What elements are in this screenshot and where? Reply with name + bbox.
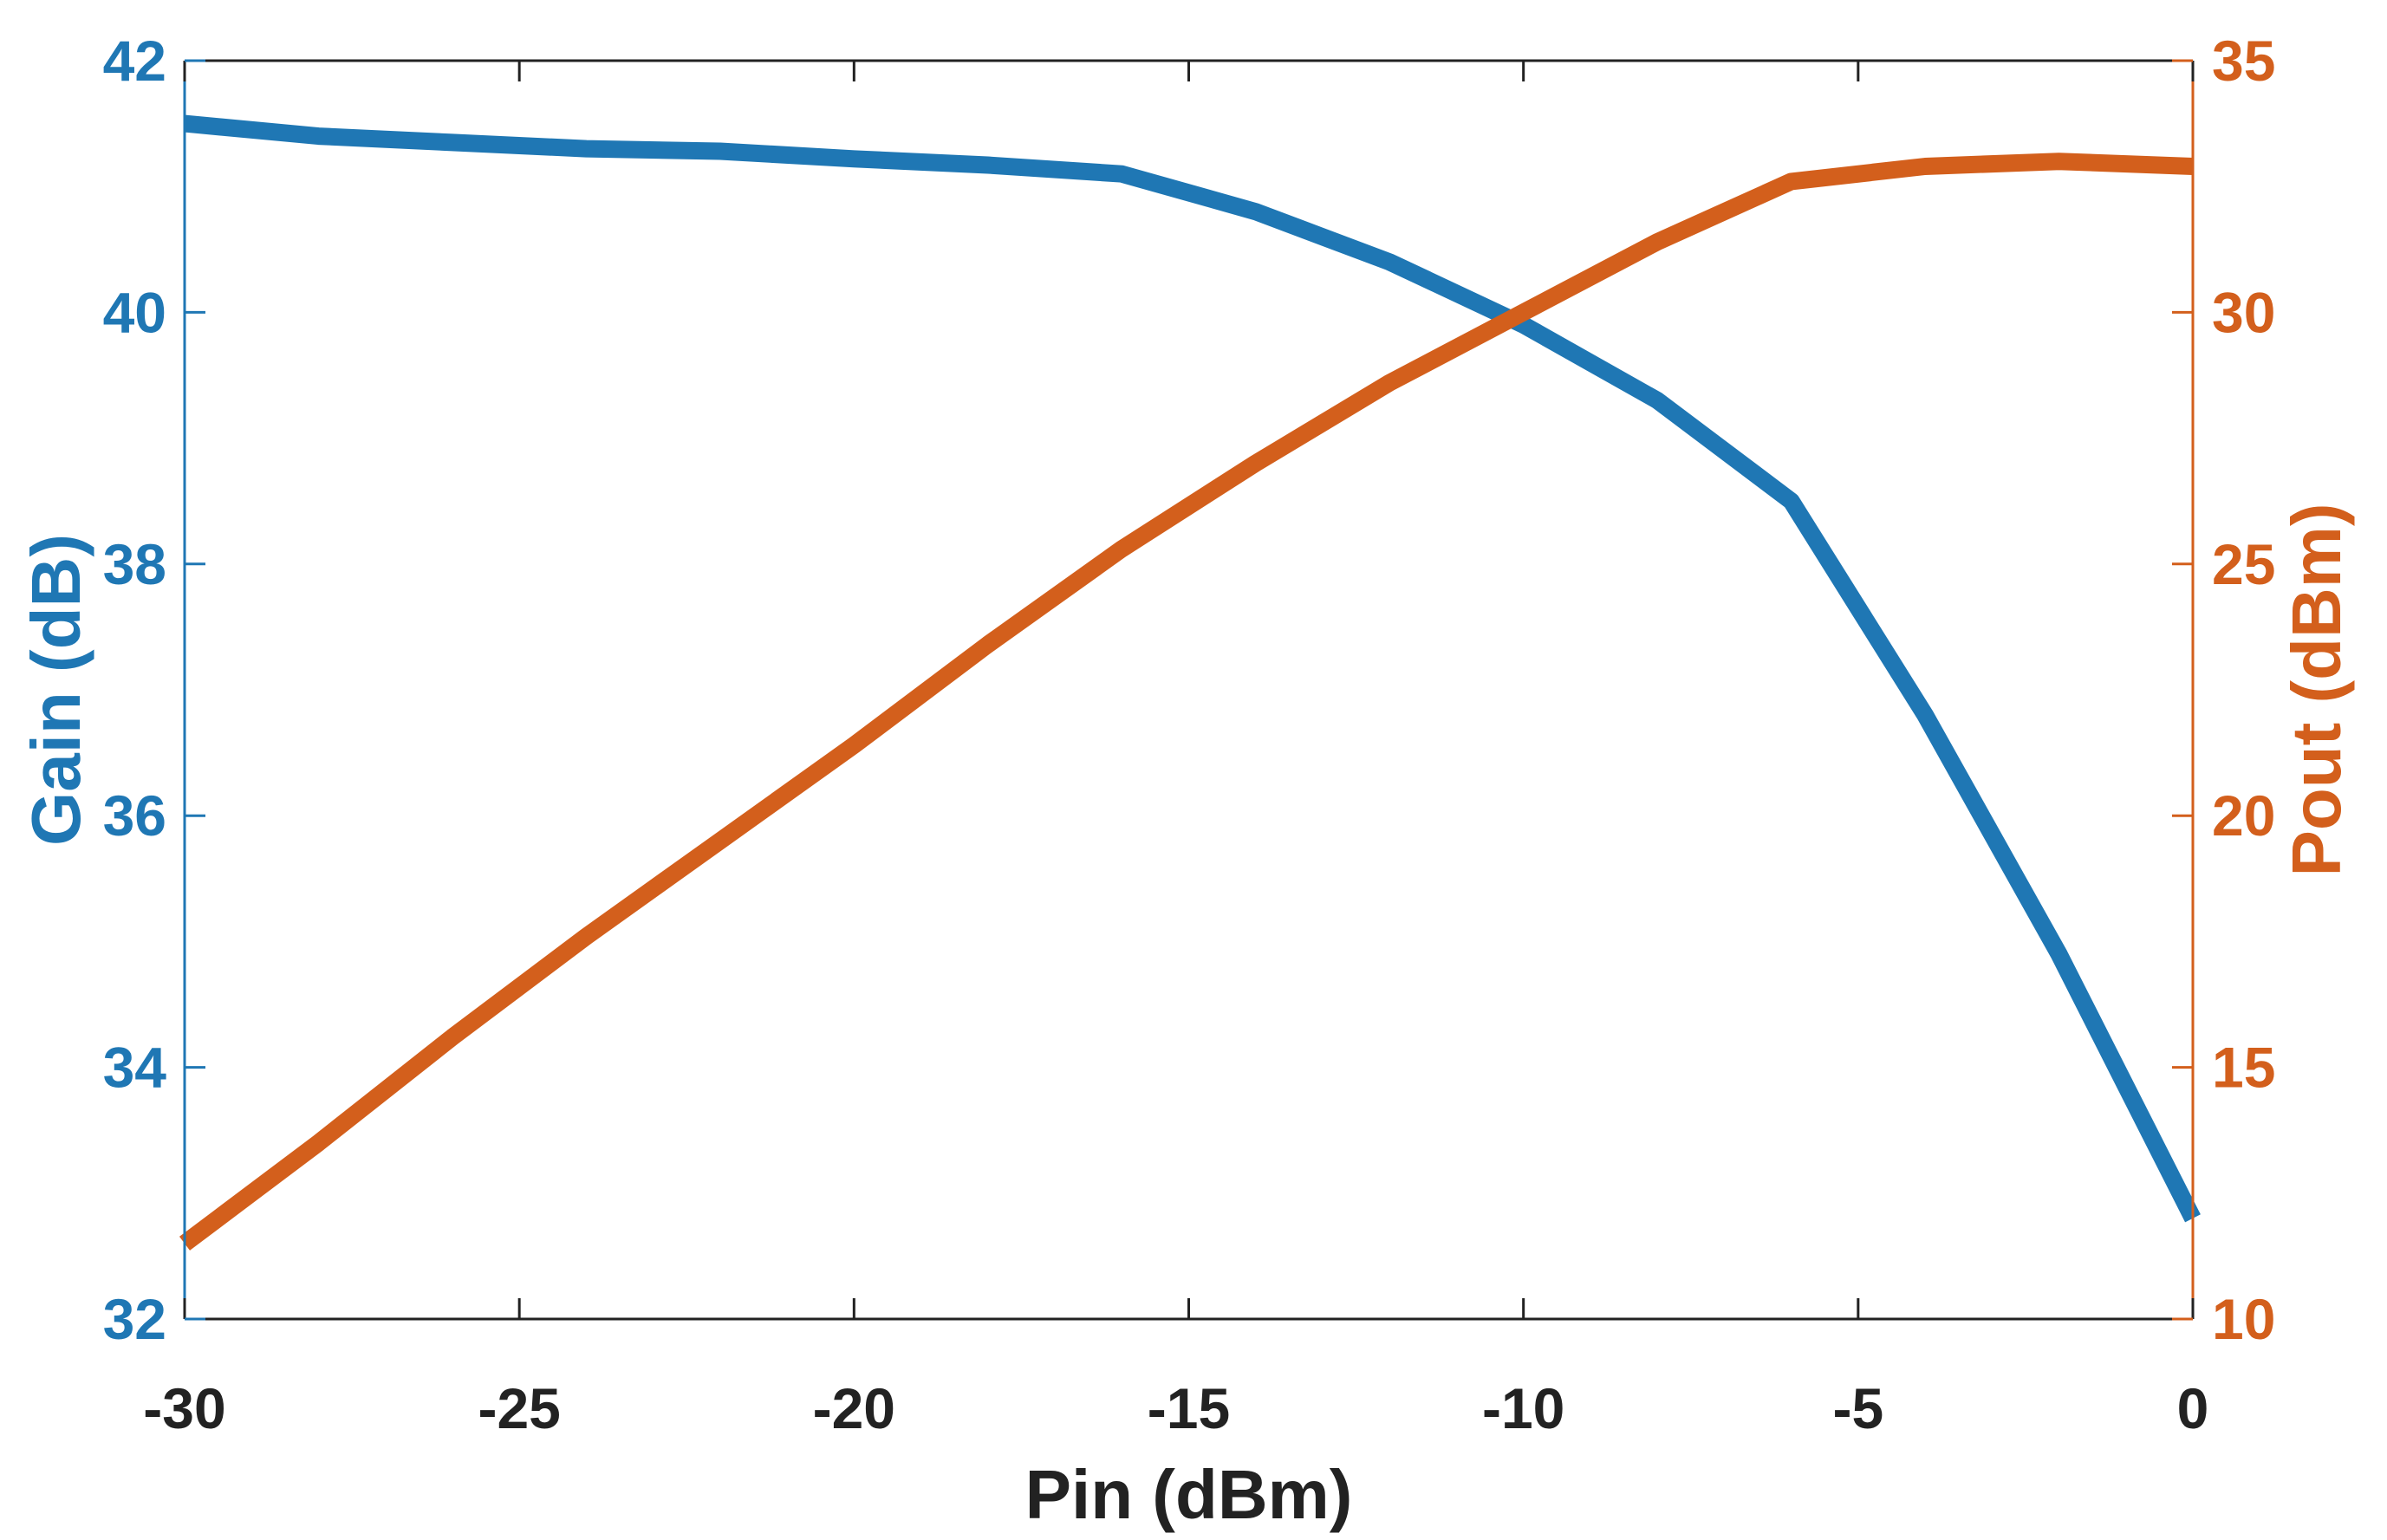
labels-layer: -30 -25 -20 -15 -10 -5 0 32 34 36 38 40 42 10 15 20 25 30… <box>17 29 2355 1533</box>
left-y-tick-label: 32 <box>103 1287 166 1351</box>
right-y-tick-label: 10 <box>2212 1287 2275 1351</box>
gain-series-line <box>184 114 2201 1223</box>
x-tick-label: -5 <box>1832 1376 1883 1440</box>
x-tick-label: -15 <box>1148 1376 1230 1440</box>
right-y-tick-label: 25 <box>2212 532 2275 596</box>
x-tick-label: 0 <box>2177 1376 2209 1440</box>
right-y-axis-title: Pout (dBm) <box>2278 503 2355 876</box>
x-tick-label: -10 <box>1482 1376 1564 1440</box>
series-layer <box>179 114 2201 1251</box>
right-y-tick-label: 20 <box>2212 783 2275 848</box>
axes-layer <box>183 59 2195 1321</box>
x-axis-title: Pin (dBm) <box>1025 1456 1353 1533</box>
left-y-tick-label: 40 <box>103 280 166 344</box>
x-tick-label: -30 <box>143 1376 225 1440</box>
plot-area <box>185 61 2193 1319</box>
left-y-tick-label: 36 <box>103 783 166 848</box>
left-y-tick-label: 38 <box>103 532 166 596</box>
x-tick-label: -20 <box>813 1376 895 1440</box>
left-y-tick-label: 34 <box>103 1036 167 1100</box>
x-tick-label: -25 <box>478 1376 560 1440</box>
left-y-axis-title: Gain (dB) <box>17 534 94 846</box>
right-y-tick-label: 15 <box>2212 1036 2275 1100</box>
right-y-tick-label: 35 <box>2212 29 2275 93</box>
pout-series-line <box>179 153 2194 1251</box>
left-y-tick-label: 42 <box>103 29 166 93</box>
right-y-tick-label: 30 <box>2212 280 2275 344</box>
